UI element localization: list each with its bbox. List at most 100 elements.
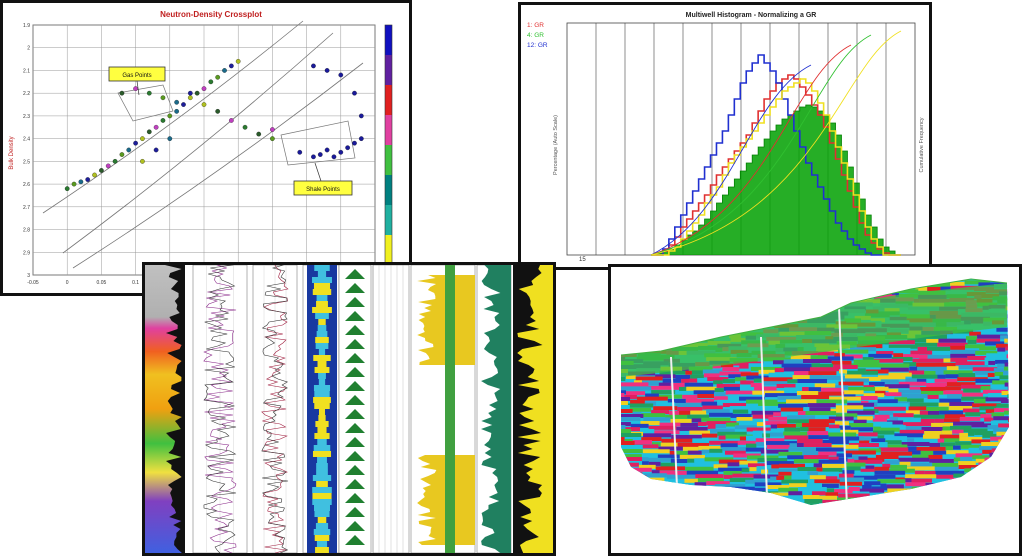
model-cell <box>829 396 861 401</box>
model-cell <box>637 308 659 313</box>
model-cell <box>621 349 638 353</box>
model-cell <box>643 417 671 422</box>
model-cell <box>955 441 972 446</box>
model-cell <box>769 316 795 321</box>
model-cell <box>654 314 679 319</box>
model-cell <box>833 364 858 369</box>
model-cell <box>919 354 928 359</box>
model-cell <box>943 518 963 522</box>
model-cell <box>980 330 997 335</box>
model-cell <box>712 300 742 305</box>
model-cell <box>737 292 761 297</box>
model-cell <box>783 367 810 372</box>
model-cell <box>816 299 845 304</box>
model-cell <box>993 416 1009 421</box>
model-cell <box>821 387 844 392</box>
model-cell <box>621 429 632 433</box>
model-cell <box>791 287 818 292</box>
model-cell <box>927 394 939 399</box>
model-cell <box>621 317 646 322</box>
model-cell <box>944 414 966 419</box>
model-cell <box>792 375 810 380</box>
model-cell <box>706 421 737 426</box>
model-cell <box>767 504 792 505</box>
model-cell <box>804 499 823 504</box>
model-cell <box>674 470 687 475</box>
model-cell <box>992 456 1003 461</box>
model-cell <box>879 363 910 368</box>
model-cell <box>971 439 991 444</box>
model-cell <box>624 470 635 475</box>
spectrum-spike <box>345 367 365 377</box>
model-cell <box>920 386 946 391</box>
model-cell <box>814 479 840 484</box>
model-fault <box>760 336 768 498</box>
model-cell <box>816 467 823 472</box>
model-cell <box>803 279 823 284</box>
model-cell <box>667 318 681 323</box>
model-cell <box>817 272 842 276</box>
model-cell <box>887 444 908 449</box>
model-cell <box>641 437 662 442</box>
model-cell <box>622 310 655 315</box>
model-cell <box>692 438 719 443</box>
colorbar-segment <box>385 85 392 115</box>
model-cell <box>927 511 943 515</box>
image-track-feature <box>316 469 328 475</box>
model-cell <box>687 458 695 463</box>
model-cell <box>975 515 1000 519</box>
model-cell <box>885 508 905 512</box>
model-cell <box>658 394 683 399</box>
model-cell <box>977 334 1009 339</box>
model-cell <box>778 471 792 476</box>
model-cell <box>713 324 740 329</box>
model-cell <box>889 504 909 505</box>
model-cell <box>1015 325 1019 329</box>
model-cell <box>803 407 810 412</box>
log-curve <box>261 265 289 553</box>
model-cell <box>621 501 640 505</box>
model-cell <box>946 382 976 387</box>
model-cell <box>904 498 929 503</box>
model-cell <box>639 344 661 349</box>
model-cell <box>836 413 858 418</box>
model-cell <box>980 490 992 495</box>
model-cell <box>844 354 863 359</box>
model-cell <box>1011 438 1019 442</box>
crossplot-point <box>270 136 275 141</box>
model-cell <box>727 462 740 467</box>
model-cell <box>948 405 973 410</box>
crossplot-point <box>174 109 179 114</box>
model-cell <box>689 378 698 383</box>
model-cell <box>648 457 671 462</box>
model-cell <box>611 421 618 425</box>
model-cell <box>1010 278 1017 282</box>
model-cell <box>801 423 829 428</box>
model-cell <box>970 495 1000 500</box>
model-cell <box>819 495 838 500</box>
model-cell <box>665 519 688 523</box>
model-cell <box>675 322 699 327</box>
model-cell <box>802 387 809 392</box>
model-cell <box>890 464 907 469</box>
model-cell <box>621 313 641 317</box>
model-cell <box>851 363 881 368</box>
model-cell <box>684 382 714 387</box>
model-cell <box>995 343 1009 348</box>
model-cell <box>771 284 792 289</box>
model-cell <box>802 451 819 456</box>
model-cell <box>869 382 885 387</box>
model-cell <box>929 442 941 447</box>
model-cell <box>621 449 643 453</box>
model-cell <box>808 427 826 432</box>
model-cell <box>689 298 717 303</box>
model-cell <box>611 509 632 513</box>
model-cell <box>1016 321 1019 325</box>
model-cell <box>845 450 876 455</box>
spectrum-spike <box>345 269 365 279</box>
model-cell <box>625 427 641 432</box>
model-cell <box>1003 450 1009 455</box>
model-cell <box>834 421 849 426</box>
model-cell <box>816 399 848 404</box>
crossplot-point <box>105 163 111 169</box>
